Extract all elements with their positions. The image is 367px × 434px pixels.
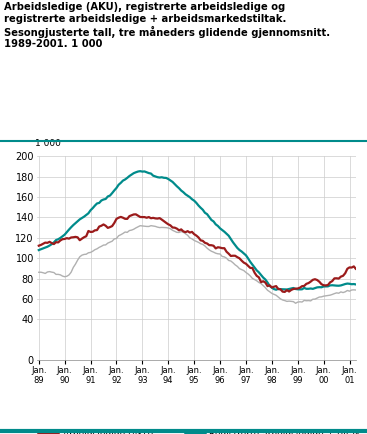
Text: Arbeidsledige (AKU), registrerte arbeidsledige og
registrerte arbeidsledige + ar: Arbeidsledige (AKU), registrerte arbeids… <box>4 2 330 49</box>
Legend: Arbeidsledige (AKU), Registrerte arbeidsledige, Registrerte arbeidsledige + tilt: Arbeidsledige (AKU), Registrerte arbeids… <box>35 426 364 434</box>
Text: 1 000: 1 000 <box>35 139 61 148</box>
